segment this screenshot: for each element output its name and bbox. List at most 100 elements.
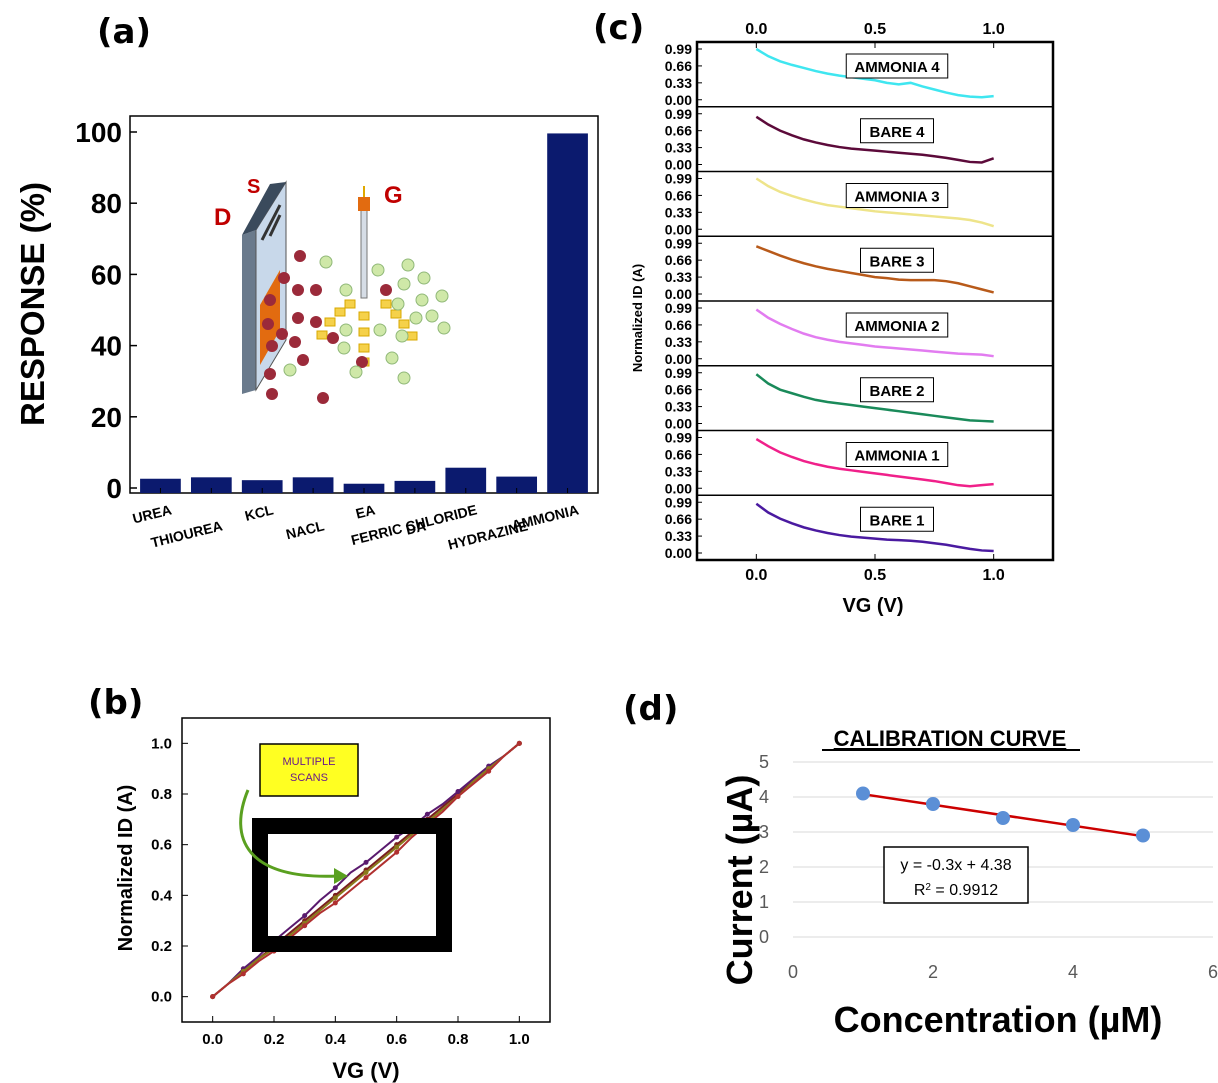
a-anion bbox=[373, 323, 387, 337]
a-y-tick-label: 40 bbox=[91, 331, 122, 362]
c-y-tick-label: 0.99 bbox=[665, 106, 692, 122]
a-electrode-side bbox=[242, 230, 256, 394]
a-cation bbox=[266, 388, 278, 400]
a-anion bbox=[397, 277, 411, 291]
panel-a-label: (a) bbox=[97, 12, 152, 52]
a-gate-tip bbox=[358, 197, 370, 211]
c-trace-label-box bbox=[860, 118, 934, 144]
b-y-tick-label: 0.0 bbox=[151, 989, 172, 1006]
a-anion bbox=[283, 363, 297, 377]
c-y-tick-label: 0.66 bbox=[665, 252, 692, 268]
c-x-axis-title: VG (V) bbox=[842, 595, 903, 617]
b-annotation-text-1: MULTIPLE bbox=[283, 756, 336, 768]
b-arrow-head bbox=[334, 868, 348, 884]
d-y-tick-label: 2 bbox=[759, 857, 769, 877]
d-data-point bbox=[856, 786, 870, 801]
b-arrow-curve bbox=[239, 789, 339, 878]
c-trace-label: AMMONIA 1 bbox=[854, 448, 939, 465]
a-anion bbox=[415, 293, 429, 307]
d-y-tick-label: 4 bbox=[759, 787, 769, 807]
a-gate-label: G bbox=[384, 182, 403, 209]
c-y-tick-label: 0.00 bbox=[665, 545, 692, 561]
d-chart-title: CALIBRATION CURVE bbox=[834, 726, 1067, 751]
b-x-tick-label: 0.8 bbox=[448, 1031, 469, 1048]
c-y-tick-label: 0.33 bbox=[665, 334, 692, 350]
b-highlight-box bbox=[252, 818, 452, 952]
c-trace-label: BARE 4 bbox=[869, 124, 925, 141]
a-cation bbox=[310, 284, 322, 296]
a-y-tick-label: 0 bbox=[106, 473, 122, 504]
a-y-axis-title: RESPONSE (%) bbox=[14, 182, 51, 426]
a-ion-layer-block bbox=[358, 311, 370, 321]
c-y-tick-label: 0.66 bbox=[665, 187, 692, 203]
d-equation-box bbox=[883, 846, 1029, 904]
a-anion bbox=[391, 297, 405, 311]
a-cation bbox=[264, 368, 276, 380]
d-y-tick-label: 5 bbox=[759, 752, 769, 772]
a-ion-layer-block bbox=[358, 327, 370, 337]
a-x-tick-label: UREA bbox=[131, 501, 173, 526]
c-trace-label: BARE 2 bbox=[869, 383, 924, 400]
a-schematic-inset: DS G bbox=[214, 176, 451, 404]
b-series-point bbox=[486, 768, 492, 774]
a-bar-da bbox=[394, 480, 436, 493]
b-series-point bbox=[424, 811, 430, 817]
a-x-tick-label: NACL bbox=[284, 517, 326, 542]
b-x-tick-label: 0.0 bbox=[202, 1031, 223, 1048]
a-y-tick-label: 80 bbox=[91, 188, 122, 219]
d-data-point bbox=[1066, 818, 1080, 832]
b-x-tick-label: 0.4 bbox=[325, 1031, 347, 1048]
c-y-tick-label: 0.99 bbox=[665, 365, 692, 381]
a-anion bbox=[437, 321, 451, 335]
c-y-tick-label: 0.99 bbox=[665, 41, 692, 57]
c-trace-ammonia-2 bbox=[755, 308, 994, 358]
a-electrode-lead bbox=[268, 214, 282, 237]
c-trace-bare-2 bbox=[755, 373, 994, 423]
a-cation bbox=[310, 316, 322, 328]
c-y-tick-label: 0.33 bbox=[665, 463, 692, 479]
c-trace-bare-3 bbox=[755, 245, 994, 294]
a-bar-urea bbox=[140, 478, 181, 493]
a-y-tick-label: 100 bbox=[75, 117, 122, 148]
a-x-tick-label: DA bbox=[404, 517, 428, 537]
c-y-tick-label: 0.99 bbox=[665, 494, 692, 510]
c-y-tick-label: 0.99 bbox=[665, 235, 692, 251]
c-trace-label: AMMONIA 4 bbox=[854, 59, 940, 76]
d-y-tick-label: 0 bbox=[759, 927, 769, 947]
c-y-tick-label: 0.99 bbox=[665, 171, 692, 187]
c-y-tick-label: 0.33 bbox=[665, 140, 692, 156]
c-trace-bare-1 bbox=[755, 502, 994, 553]
a-ion-layer-block bbox=[324, 317, 336, 327]
a-anion bbox=[397, 371, 411, 385]
b-y-tick-label: 0.8 bbox=[151, 786, 172, 803]
b-series-point bbox=[302, 923, 308, 929]
a-plot-frame bbox=[129, 115, 599, 494]
c-y-tick-label: 0.99 bbox=[665, 430, 692, 446]
c-y-tick-label: 0.00 bbox=[665, 221, 692, 237]
a-anion bbox=[435, 289, 449, 303]
a-cation bbox=[297, 354, 309, 366]
b-annotation-text-2: SCANS bbox=[290, 772, 328, 784]
c-trace-label-box bbox=[845, 312, 949, 338]
a-anion bbox=[371, 263, 385, 277]
c-trace-bare-4 bbox=[755, 115, 995, 164]
a-cation bbox=[264, 294, 276, 306]
a-ion-layer-block bbox=[344, 299, 356, 309]
a-bar-kcl bbox=[241, 480, 283, 493]
b-y-tick-label: 1.0 bbox=[151, 735, 172, 752]
d-x-axis-title: Concentration (µM) bbox=[834, 999, 1163, 1040]
d-x-tick-label: 0 bbox=[788, 962, 798, 982]
b-series-point bbox=[363, 859, 369, 865]
c-trace-label-box bbox=[845, 442, 949, 467]
a-cation bbox=[327, 332, 339, 344]
a-bar-hydrazine bbox=[496, 476, 538, 493]
d-y-tick-label: 1 bbox=[759, 892, 769, 912]
b-series-point bbox=[363, 875, 369, 881]
c-top-tick-label: 0.0 bbox=[745, 21, 767, 38]
a-bar-nacl bbox=[292, 477, 334, 493]
b-annotation-box bbox=[259, 743, 359, 797]
a-bar-ammonia bbox=[547, 133, 588, 493]
panel-c-label: (c) bbox=[593, 8, 645, 48]
b-series-point bbox=[332, 885, 338, 891]
